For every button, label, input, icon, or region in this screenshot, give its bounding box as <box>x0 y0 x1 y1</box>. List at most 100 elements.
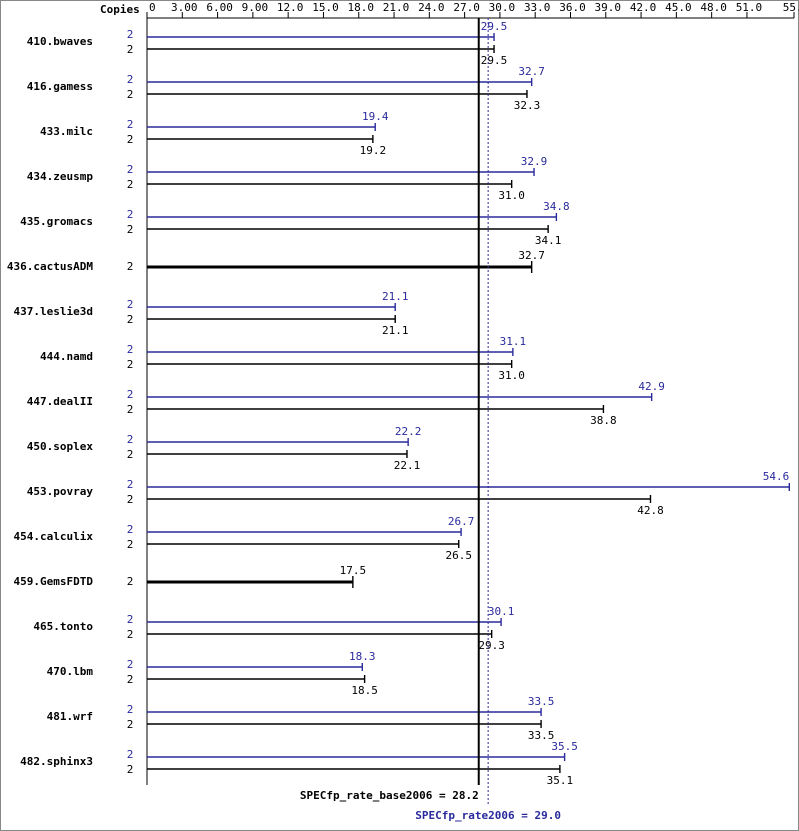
copies: 2 <box>127 433 134 446</box>
x-tick-label: 15.0 <box>312 1 339 14</box>
benchmark-name: 453.povray <box>27 485 94 498</box>
value-label: 32.3 <box>514 99 541 112</box>
copies: 2 <box>127 718 134 731</box>
value-label: 21.1 <box>382 324 409 337</box>
x-tick-label: 18.0 <box>347 1 374 14</box>
copies: 2 <box>127 208 134 221</box>
benchmark-name: 437.leslie3d <box>14 305 93 318</box>
value-label: 31.1 <box>500 335 527 348</box>
copies-header: Copies <box>100 3 140 16</box>
copies: 2 <box>127 260 134 273</box>
value-label: 33.5 <box>528 729 555 742</box>
copies: 2 <box>127 448 134 461</box>
benchmark-name: 465.tonto <box>33 620 93 633</box>
x-tick-label: 39.0 <box>595 1 622 14</box>
copies: 2 <box>127 703 134 716</box>
x-tick-label: 33.0 <box>524 1 551 14</box>
x-tick-label: 51.0 <box>736 1 763 14</box>
copies: 2 <box>127 73 134 86</box>
value-label: 31.0 <box>498 189 525 202</box>
x-tick-label: 30.0 <box>489 1 516 14</box>
value-label: 18.5 <box>351 684 378 697</box>
value-label: 32.7 <box>518 249 545 262</box>
copies: 2 <box>127 43 134 56</box>
value-label: 29.5 <box>481 54 508 67</box>
benchmark-name: 444.namd <box>40 350 93 363</box>
copies: 2 <box>127 493 134 506</box>
value-label: 42.8 <box>637 504 664 517</box>
benchmark-name: 410.bwaves <box>27 35 93 48</box>
x-tick-label: 55.0 <box>783 1 799 14</box>
x-tick-label: 9.00 <box>242 1 269 14</box>
value-label: 26.5 <box>445 549 472 562</box>
value-label: 21.1 <box>382 290 409 303</box>
x-tick-label: 21.0 <box>383 1 410 14</box>
value-label: 22.1 <box>394 459 421 472</box>
copies: 2 <box>127 133 134 146</box>
copies: 2 <box>127 313 134 326</box>
benchmark-name: 434.zeusmp <box>27 170 94 183</box>
benchmark-name: 450.soplex <box>27 440 94 453</box>
reference-label: SPECfp_rate_base2006 = 28.2 <box>300 789 479 802</box>
benchmark-name: 447.dealII <box>27 395 93 408</box>
x-tick-label: 24.0 <box>418 1 445 14</box>
x-tick-label: 3.00 <box>171 1 198 14</box>
copies: 2 <box>127 538 134 551</box>
copies: 2 <box>127 673 134 686</box>
x-tick-label: 0 <box>149 1 156 14</box>
value-label: 32.9 <box>521 155 548 168</box>
value-label: 19.4 <box>362 110 389 123</box>
reference-label: SPECfp_rate2006 = 29.0 <box>415 809 561 822</box>
value-label: 30.1 <box>488 605 515 618</box>
copies: 2 <box>127 748 134 761</box>
value-label: 33.5 <box>528 695 555 708</box>
value-label: 34.1 <box>535 234 562 247</box>
benchmark-name: 454.calculix <box>14 530 94 543</box>
value-label: 18.3 <box>349 650 376 663</box>
value-label: 34.8 <box>543 200 570 213</box>
copies: 2 <box>127 658 134 671</box>
value-label: 17.5 <box>340 564 367 577</box>
copies: 2 <box>127 523 134 536</box>
copies: 2 <box>127 178 134 191</box>
copies: 2 <box>127 613 134 626</box>
benchmark-name: 416.gamess <box>27 80 93 93</box>
x-tick-label: 27.0 <box>453 1 480 14</box>
benchmark-name: 433.milc <box>40 125 93 138</box>
benchmark-name: 459.GemsFDTD <box>14 575 94 588</box>
copies: 2 <box>127 763 134 776</box>
benchmark-name: 470.lbm <box>47 665 94 678</box>
benchmark-name: 436.cactusADM <box>7 260 93 273</box>
copies: 2 <box>127 478 134 491</box>
copies: 2 <box>127 223 134 236</box>
benchmark-name: 482.sphinx3 <box>20 755 93 768</box>
value-label: 32.7 <box>518 65 545 78</box>
copies: 2 <box>127 298 134 311</box>
x-tick-label: 42.0 <box>630 1 657 14</box>
benchmark-name: 435.gromacs <box>20 215 93 228</box>
copies: 2 <box>127 88 134 101</box>
x-tick-label: 6.00 <box>206 1 233 14</box>
x-tick-label: 12.0 <box>277 1 304 14</box>
x-tick-label: 48.0 <box>700 1 727 14</box>
benchmark-name: 481.wrf <box>47 710 93 723</box>
copies: 2 <box>127 403 134 416</box>
copies: 2 <box>127 28 134 41</box>
copies: 2 <box>127 118 134 131</box>
value-label: 35.1 <box>547 774 574 787</box>
value-label: 29.5 <box>481 20 508 33</box>
value-label: 19.2 <box>360 144 387 157</box>
value-label: 54.6 <box>763 470 790 483</box>
value-label: 38.8 <box>590 414 617 427</box>
value-label: 35.5 <box>551 740 578 753</box>
value-label: 42.9 <box>638 380 665 393</box>
copies: 2 <box>127 628 134 641</box>
copies: 2 <box>127 163 134 176</box>
copies: 2 <box>127 388 134 401</box>
value-label: 26.7 <box>448 515 475 528</box>
value-label: 31.0 <box>498 369 525 382</box>
x-tick-label: 36.0 <box>559 1 586 14</box>
